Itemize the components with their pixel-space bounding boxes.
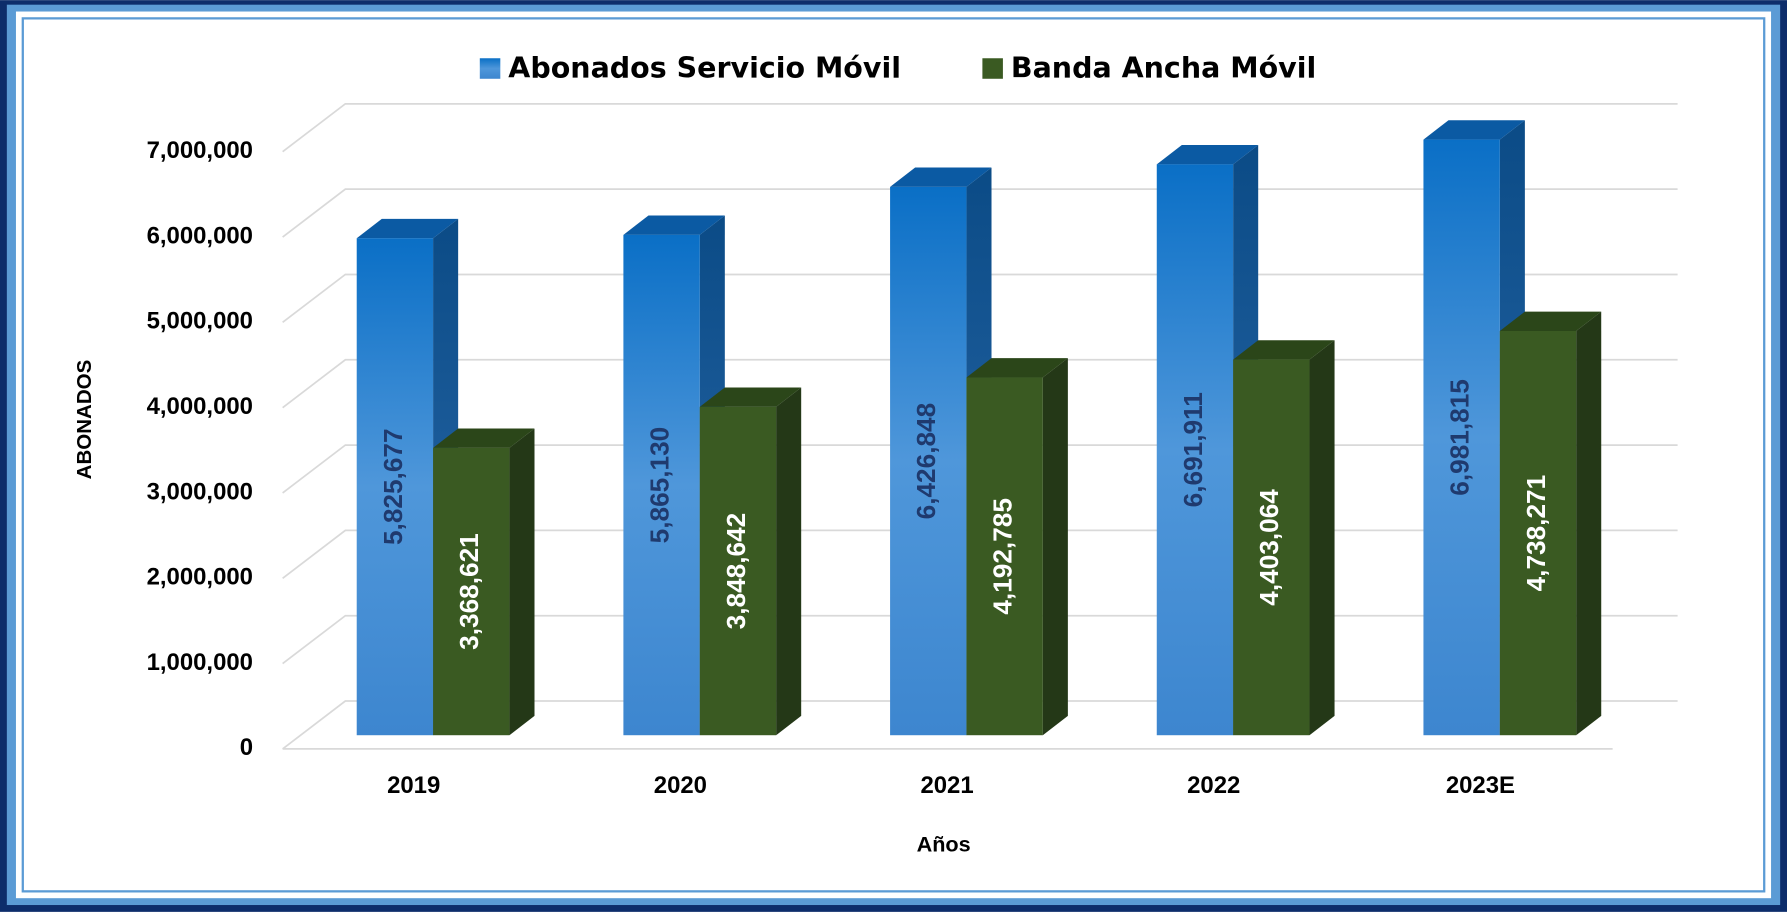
bar <box>433 447 510 736</box>
bar <box>623 234 700 736</box>
bar-top <box>433 428 535 448</box>
y-tick-label: 5,000,000 <box>147 308 253 335</box>
bar-top <box>966 358 1068 378</box>
grid-line <box>282 102 1678 153</box>
x-tick-label: 2023E <box>1446 772 1515 799</box>
data-label: 5,825,677 <box>378 428 408 545</box>
bar-side <box>1309 340 1335 736</box>
legend-swatch <box>982 58 1003 79</box>
x-tick-label: 2019 <box>387 772 440 799</box>
data-label: 4,403,064 <box>1254 489 1284 606</box>
x-axis-title: Años <box>917 831 971 856</box>
bar <box>966 377 1043 736</box>
data-label: 5,865,130 <box>644 427 674 544</box>
bar-top <box>356 218 459 239</box>
bar <box>890 186 967 736</box>
x-tick-label: 2020 <box>654 772 707 799</box>
legend-label: Abonados Servicio Móvil <box>508 52 901 85</box>
data-label: 6,426,848 <box>911 403 941 520</box>
bar-side <box>1042 358 1068 736</box>
data-label: 6,691,911 <box>1178 392 1208 507</box>
bar <box>356 238 434 736</box>
bar-side <box>509 428 535 736</box>
bar-side <box>776 387 802 736</box>
bar <box>1423 139 1500 736</box>
bar-top <box>1156 144 1259 165</box>
data-label: 3,368,621 <box>454 533 484 650</box>
y-tick-label: 3,000,000 <box>147 478 253 505</box>
legend-swatch <box>479 58 501 79</box>
bar <box>1499 330 1577 736</box>
bar-top <box>623 215 725 235</box>
bar-side <box>1576 311 1602 736</box>
y-tick-label: 0 <box>240 734 253 761</box>
y-tick-label: 2,000,000 <box>147 564 253 591</box>
x-tick-label: 2021 <box>920 772 973 799</box>
bar-top <box>890 167 992 187</box>
y-tick-label: 1,000,000 <box>147 649 253 676</box>
bar-top <box>1233 340 1335 360</box>
y-axis-title: ABONADOS <box>73 360 96 480</box>
y-tick-label: 6,000,000 <box>147 222 253 249</box>
data-label: 4,738,271 <box>1521 475 1551 592</box>
bar <box>1156 164 1234 736</box>
data-label: 3,848,642 <box>721 513 751 630</box>
bar-top <box>1499 311 1602 331</box>
bar <box>699 406 777 736</box>
inner-border <box>21 17 1766 893</box>
legend-label: Banda Ancha Móvil <box>1011 52 1316 85</box>
x-tick-label: 2022 <box>1187 772 1240 799</box>
data-label: 6,981,815 <box>1445 379 1475 496</box>
data-label: 4,192,785 <box>988 498 1018 615</box>
y-tick-label: 4,000,000 <box>147 393 253 420</box>
bar-top <box>699 387 802 407</box>
bar-top <box>1423 120 1525 140</box>
bar <box>1233 359 1310 736</box>
y-tick-label: 7,000,000 <box>147 137 253 164</box>
